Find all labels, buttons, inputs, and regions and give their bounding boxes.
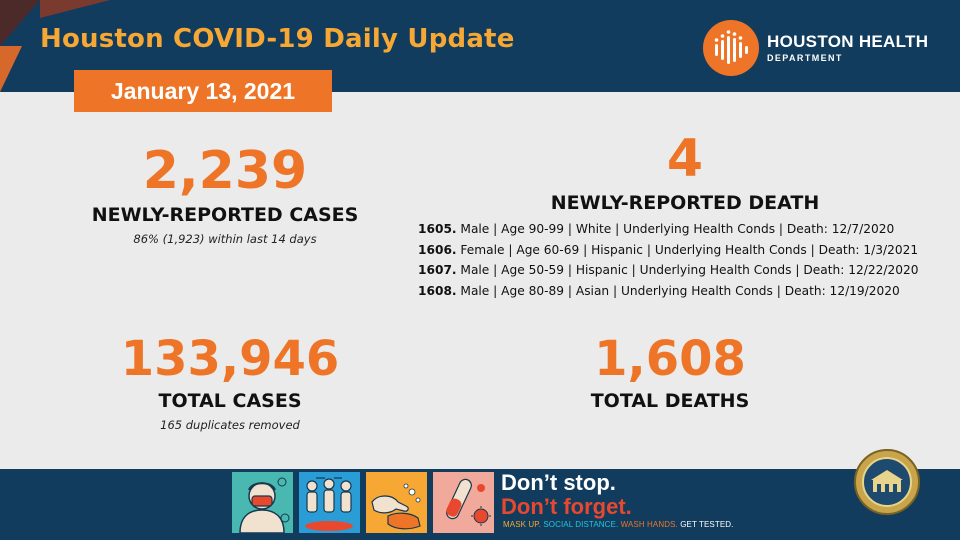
total-cases-note: 165 duplicates removed [160, 418, 300, 432]
new-cases-block: 2,239 NEWLY-REPORTED CASES 86% (1,923) w… [60, 140, 390, 246]
date-badge: January 13, 2021 [74, 70, 332, 112]
death-details: Male | Age 50-59 | Hispanic | Underlying… [456, 263, 919, 277]
logo-department: DEPARTMENT [767, 53, 843, 63]
death-details: Male | Age 90-99 | White | Underlying He… [456, 222, 895, 236]
tag-test: GET TESTED. [680, 520, 734, 529]
total-deaths-block: 1,608 TOTAL DEATHS [520, 330, 820, 412]
slogan-line-2: Don’t forget. [501, 494, 632, 519]
new-cases-value: 2,239 [142, 141, 308, 201]
report-date: January 13, 2021 [110, 78, 296, 104]
tag-wash: WASH HANDS. [620, 520, 678, 529]
new-cases-label: NEWLY-REPORTED CASES [91, 204, 359, 226]
decorative-triangle [0, 46, 22, 92]
death-id: 1608. [418, 283, 457, 298]
total-cases-value: 133,946 [120, 331, 340, 387]
new-deaths-value: 4 [666, 129, 704, 189]
logo-name: HOUSTON HEALTH [767, 32, 929, 51]
social-distance-icon [299, 472, 360, 533]
death-list-item: 1606. Female | Age 60-69 | Hispanic | Un… [418, 243, 948, 264]
death-list: 1605. Male | Age 90-99 | White | Underly… [418, 222, 948, 304]
tagline: MASK UP. SOCIAL DISTANCE. WASH HANDS. GE… [503, 520, 733, 529]
decorative-triangle [0, 0, 40, 46]
slogan-line-1: Don’t stop. [501, 470, 616, 495]
decorative-triangle [40, 0, 110, 18]
city-seal-icon [854, 449, 920, 515]
death-id: 1606. [418, 242, 457, 257]
tag-distance: SOCIAL DISTANCE. [543, 520, 619, 529]
new-deaths-block: 4 NEWLY-REPORTED DEATH [490, 128, 880, 214]
death-id: 1605. [418, 222, 457, 236]
wash-hands-icon [366, 472, 427, 533]
mask-icon [232, 472, 293, 533]
total-deaths-value: 1,608 [594, 331, 746, 387]
total-deaths-label: TOTAL DEATHS [590, 390, 750, 412]
total-cases-block: 133,946 TOTAL CASES 165 duplicates remov… [80, 330, 380, 432]
death-id: 1607. [418, 263, 457, 277]
new-cases-note: 86% (1,923) within last 14 days [133, 232, 317, 246]
death-list-item: 1607. Male | Age 50-59 | Hispanic | Unde… [418, 263, 948, 284]
new-deaths-label: NEWLY-REPORTED DEATH [550, 192, 820, 214]
death-list-item: 1605. Male | Age 90-99 | White | Underly… [418, 222, 948, 243]
death-details: Female | Age 60-69 | Hispanic | Underlyi… [456, 242, 919, 257]
houston-health-logo-icon [703, 20, 759, 76]
test-tube-icon [433, 472, 494, 533]
total-cases-label: TOTAL CASES [158, 390, 302, 412]
tag-mask: MASK UP. [503, 520, 541, 529]
death-details: Male | Age 80-89 | Asian | Underlying He… [456, 283, 900, 298]
page-title: Houston COVID-19 Daily Update [40, 24, 515, 54]
death-list-item: 1608. Male | Age 80-89 | Asian | Underly… [418, 284, 948, 305]
